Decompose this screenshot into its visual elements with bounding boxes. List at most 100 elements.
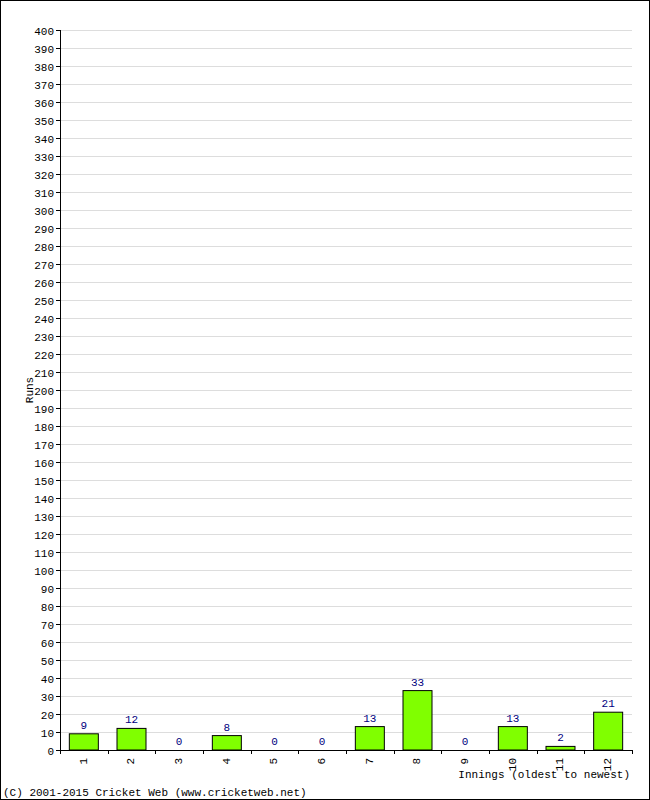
- y-tick: [56, 750, 60, 751]
- x-tick-label: 5: [268, 758, 280, 765]
- x-tick: [394, 750, 395, 754]
- grid-line: [60, 642, 632, 643]
- x-tick: [155, 750, 156, 754]
- grid-line: [60, 336, 632, 337]
- y-tick-label: 100: [34, 566, 54, 578]
- y-tick-label: 30: [41, 692, 54, 704]
- y-tick: [56, 120, 60, 121]
- x-tick: [584, 750, 585, 754]
- data-label: 0: [271, 736, 278, 748]
- y-tick-label: 230: [34, 332, 54, 344]
- data-label: 0: [319, 736, 326, 748]
- x-tick-label: 7: [364, 758, 376, 765]
- y-tick: [56, 192, 60, 193]
- grid-line: [60, 480, 632, 481]
- y-tick: [56, 408, 60, 409]
- y-tick-label: 220: [34, 350, 54, 362]
- y-tick-label: 20: [41, 710, 54, 722]
- y-tick-label: 360: [34, 98, 54, 110]
- x-tick: [441, 750, 442, 754]
- y-tick: [56, 228, 60, 229]
- y-tick: [56, 282, 60, 283]
- border: [1, 1, 650, 800]
- y-tick: [56, 354, 60, 355]
- grid-line: [60, 246, 632, 247]
- grid-line: [60, 408, 632, 409]
- y-tick: [56, 372, 60, 373]
- copyright: (C) 2001-2015 Cricket Web (www.cricketwe…: [3, 787, 307, 799]
- y-tick-label: 320: [34, 170, 54, 182]
- bar: [212, 736, 241, 750]
- y-tick-label: 70: [41, 620, 54, 632]
- grid-line: [60, 48, 632, 49]
- grid-line: [60, 84, 632, 85]
- x-tick: [346, 750, 347, 754]
- y-tick: [56, 138, 60, 139]
- grid-line: [60, 426, 632, 427]
- y-tick-label: 210: [34, 368, 54, 380]
- grid-line: [60, 714, 632, 715]
- y-tick-label: 350: [34, 116, 54, 128]
- y-tick-label: 300: [34, 206, 54, 218]
- y-tick-label: 380: [34, 62, 54, 74]
- y-axis: [60, 30, 61, 750]
- x-tick: [489, 750, 490, 754]
- x-tick-label: 9: [459, 758, 471, 765]
- grid-line: [60, 606, 632, 607]
- y-tick-label: 390: [34, 44, 54, 56]
- grid-line: [60, 138, 632, 139]
- x-tick: [537, 750, 538, 754]
- bar: [403, 691, 432, 750]
- y-tick-label: 130: [34, 512, 54, 524]
- bar: [355, 727, 384, 750]
- y-tick: [56, 336, 60, 337]
- bar: [498, 727, 527, 750]
- y-tick: [56, 570, 60, 571]
- x-tick: [60, 750, 61, 754]
- data-label: 2: [557, 732, 564, 744]
- y-tick-label: 200: [34, 386, 54, 398]
- y-tick-label: 270: [34, 260, 54, 272]
- y-tick: [56, 264, 60, 265]
- data-label: 13: [506, 713, 519, 725]
- grid-line: [60, 588, 632, 589]
- bar: [546, 746, 575, 750]
- grid-line: [60, 30, 632, 31]
- grid-line: [60, 66, 632, 67]
- y-tick: [56, 102, 60, 103]
- grid-line: [60, 102, 632, 103]
- x-tick-label: 3: [173, 758, 185, 765]
- grid-line: [60, 696, 632, 697]
- y-tick: [56, 66, 60, 67]
- grid-line: [60, 660, 632, 661]
- grid-line: [60, 318, 632, 319]
- grid-line: [60, 498, 632, 499]
- grid-line: [60, 516, 632, 517]
- x-tick-label: 2: [125, 758, 137, 765]
- grid-line: [60, 228, 632, 229]
- y-tick: [56, 444, 60, 445]
- y-tick: [56, 642, 60, 643]
- y-tick: [56, 606, 60, 607]
- y-tick-label: 290: [34, 224, 54, 236]
- y-tick: [56, 390, 60, 391]
- grid-line: [60, 192, 632, 193]
- y-tick-label: 190: [34, 404, 54, 416]
- bar: [117, 728, 146, 750]
- y-tick: [56, 480, 60, 481]
- y-axis-label: Runs: [24, 377, 36, 403]
- y-tick: [56, 696, 60, 697]
- y-tick-label: 50: [41, 656, 54, 668]
- y-tick: [56, 156, 60, 157]
- data-label: 9: [81, 720, 88, 732]
- y-tick: [56, 624, 60, 625]
- y-tick: [56, 30, 60, 31]
- grid-line: [60, 462, 632, 463]
- data-label: 12: [125, 714, 138, 726]
- y-tick-label: 310: [34, 188, 54, 200]
- y-tick: [56, 318, 60, 319]
- y-tick-label: 80: [41, 602, 54, 614]
- y-tick: [56, 678, 60, 679]
- y-tick-label: 330: [34, 152, 54, 164]
- data-label: 33: [411, 677, 424, 689]
